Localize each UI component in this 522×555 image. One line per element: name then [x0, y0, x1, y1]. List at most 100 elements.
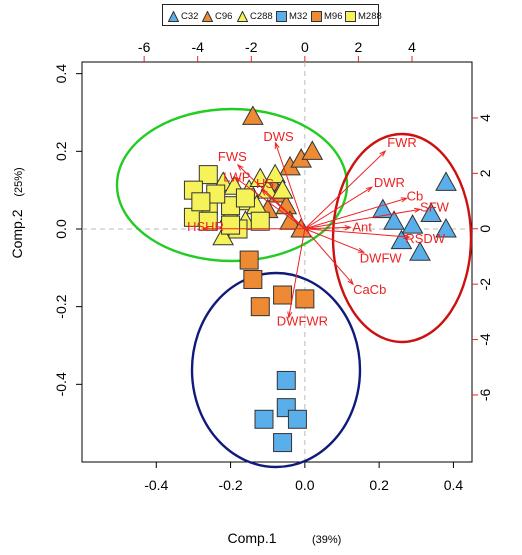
top-tick-label: 4 — [408, 39, 416, 55]
loading-arrow — [261, 189, 306, 230]
point-M96 — [243, 269, 263, 289]
right-tick-label: 4 — [477, 114, 493, 122]
point-M32 — [273, 433, 293, 453]
loading-arrowhead — [260, 188, 268, 196]
y-tick-label: -0.4 — [53, 372, 69, 396]
legend-entry-C288: C288 — [237, 9, 273, 23]
legend-entry-C32: C32 — [168, 9, 198, 23]
loading-arrow — [304, 228, 410, 238]
x-tick-label: 0.4 — [444, 477, 464, 493]
legend-swatch — [276, 10, 287, 22]
legend-label: M288 — [358, 10, 382, 22]
loading-label: FWS — [218, 149, 247, 164]
legend-entry-M288: M288 — [345, 9, 382, 23]
loading-arrowhead — [347, 278, 355, 286]
legend-label: C288 — [250, 10, 273, 22]
legend-swatch — [311, 10, 322, 22]
right-tick-label: 2 — [477, 169, 493, 177]
legend-label: C32 — [181, 10, 199, 22]
x-tick-label: -0.2 — [219, 477, 243, 493]
loading-arrowhead — [414, 207, 422, 213]
x-axis-label: Comp.1 — [227, 530, 276, 546]
top-tick-label: -4 — [191, 39, 204, 55]
point-C288 — [264, 163, 286, 184]
legend-swatch — [168, 10, 179, 22]
top-tick-label: -2 — [245, 39, 258, 55]
loading-arrowhead — [365, 186, 374, 193]
point-M32 — [276, 370, 296, 390]
point-C96 — [275, 194, 298, 215]
loading-arrowhead — [400, 197, 409, 203]
point-M288 — [198, 165, 218, 185]
right-tick-label: -4 — [477, 333, 493, 346]
point-M288 — [221, 215, 241, 235]
y-tick-label: 0.2 — [53, 141, 69, 161]
square-marker-icon — [276, 10, 287, 22]
loading-arrowhead — [357, 247, 366, 253]
loading-arrow — [234, 177, 306, 230]
loading-arrowhead — [287, 311, 293, 319]
square-marker-icon — [345, 10, 356, 22]
loading-arrow — [304, 150, 386, 230]
loading-label: Cb — [407, 188, 424, 203]
legend-swatch — [237, 10, 248, 22]
point-C32 — [383, 210, 405, 230]
x-axis-label-percent: (39%) — [312, 534, 341, 546]
triangle-marker-icon — [202, 10, 213, 22]
loading-label: HSHR — [187, 219, 224, 234]
legend-entry-M32: M32 — [276, 9, 307, 23]
loading-arrow — [304, 197, 407, 230]
y-tick-label: 0.0 — [53, 219, 69, 239]
loading-label: CaCb — [353, 282, 386, 297]
x-tick-label: 0.2 — [369, 477, 389, 493]
right-tick-label: -6 — [477, 389, 493, 402]
loading-arrow — [304, 226, 351, 230]
legend-swatch — [345, 10, 356, 22]
point-M288 — [250, 211, 270, 231]
point-M96 — [250, 297, 270, 317]
top-tick-label: -6 — [138, 39, 151, 55]
loading-arrowhead — [274, 141, 280, 149]
x-tick-label: -0.4 — [144, 477, 168, 493]
point-M32 — [254, 409, 274, 429]
point-M96 — [273, 285, 293, 305]
loading-arrow — [304, 208, 421, 230]
x-tick-label: 0.0 — [295, 477, 315, 493]
triangle-marker-icon — [168, 10, 179, 22]
loading-arrow — [274, 142, 306, 229]
loading-arrow — [288, 228, 306, 318]
legend-label: C96 — [215, 10, 233, 22]
loading-arrow — [304, 186, 373, 230]
right-tick-label: 0 — [477, 225, 493, 233]
loading-arrowhead — [379, 150, 387, 157]
point-C32 — [435, 217, 457, 238]
point-C32 — [435, 171, 457, 191]
square-marker-icon — [311, 10, 322, 22]
loading-label: SFW — [420, 199, 450, 214]
loading-arrow — [304, 228, 354, 285]
loading-label: Ant — [352, 219, 372, 234]
point-C96 — [301, 140, 324, 160]
loading-arrowhead — [344, 225, 352, 231]
point-C96 — [242, 105, 264, 125]
top-tick-label: 2 — [355, 39, 363, 55]
legend-entry-M96: M96 — [311, 9, 342, 23]
loading-label: LWP — [223, 170, 250, 185]
point-M288 — [191, 192, 211, 212]
top-tick-label: 0 — [301, 39, 309, 55]
right-tick-label: -2 — [477, 278, 493, 291]
legend-swatch — [202, 10, 213, 22]
y-axis-label: Comp.2 — [9, 209, 25, 258]
loading-label: DWS — [263, 129, 294, 144]
point-C32 — [372, 198, 394, 219]
loading-label: HS — [256, 176, 274, 191]
legend-entry-C96: C96 — [202, 9, 232, 23]
point-C32 — [390, 229, 413, 250]
point-M32 — [287, 409, 307, 429]
loading-arrow — [304, 228, 364, 253]
point-C32 — [409, 241, 431, 261]
point-M288 — [235, 188, 255, 208]
loading-label: DWFW — [360, 250, 403, 265]
point-M96 — [295, 289, 315, 309]
